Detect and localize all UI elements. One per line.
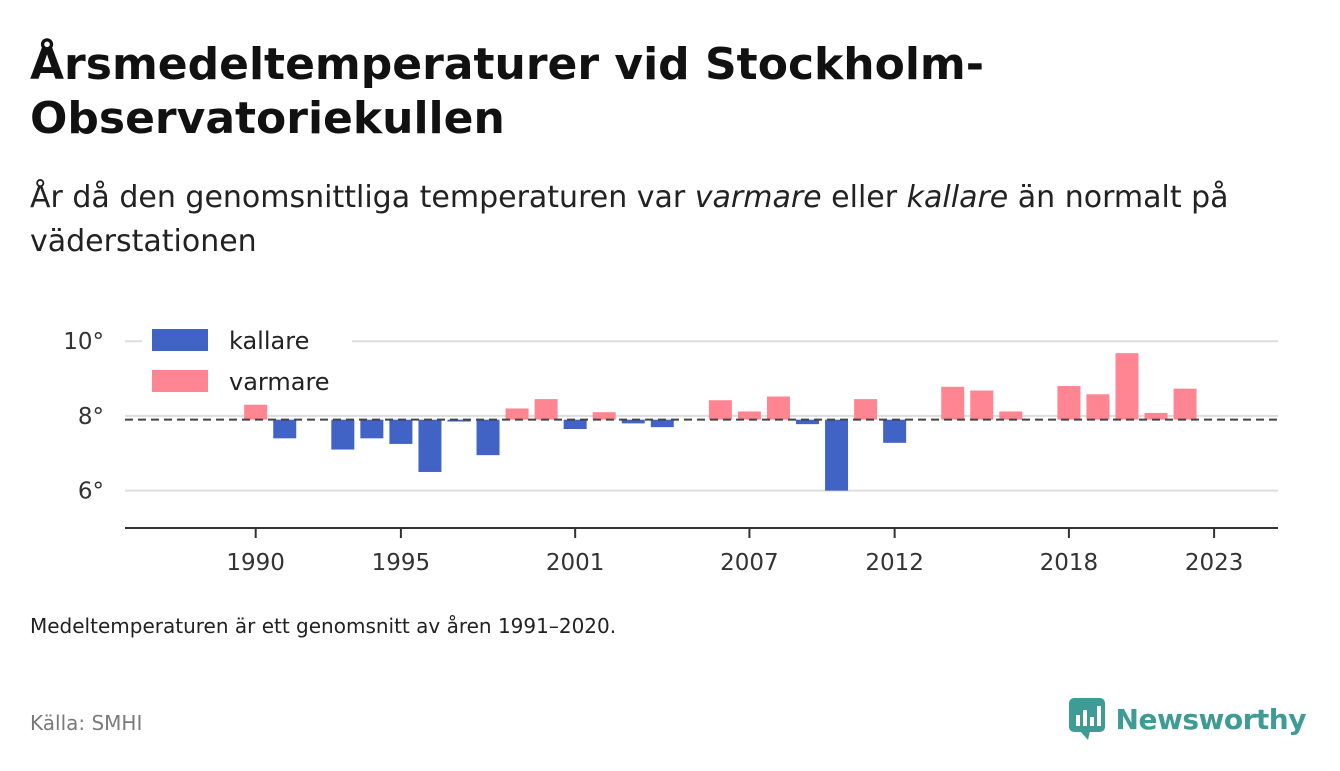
bar-varmare — [999, 411, 1023, 420]
x-tick-label: 2001 — [546, 550, 605, 576]
chart-title: Årsmedeltemperaturer vid Stockholm-Obser… — [30, 39, 985, 144]
brand-logo: Newsworthy — [1068, 697, 1307, 741]
bar-kallare — [796, 419, 820, 425]
bar-varmare — [1115, 353, 1139, 420]
bar-kallare — [331, 419, 355, 450]
subtitle-em-warmer: varmare — [694, 180, 822, 215]
legend-swatch-varmare — [152, 370, 208, 392]
bar-varmare — [592, 412, 616, 420]
source-label: Källa: SMHI — [30, 711, 143, 735]
chart-subtitle: År då den genomsnittliga temperaturen va… — [30, 176, 1300, 264]
bar-varmare — [737, 411, 761, 420]
bar-kallare — [273, 419, 297, 439]
bar-kallare — [360, 419, 384, 439]
bar-kallare — [447, 419, 471, 422]
legend-label-kallare: kallare — [229, 327, 309, 355]
x-tick-label: 2023 — [1185, 550, 1244, 576]
bar-varmare — [854, 399, 878, 420]
subtitle-em-colder: kallare — [906, 180, 1009, 215]
bar-varmare — [766, 396, 790, 420]
bar-varmare — [970, 390, 994, 420]
bar-varmare — [1057, 386, 1081, 420]
legend-label-varmare: varmare — [229, 368, 330, 396]
bar-varmare — [941, 386, 965, 420]
legend-swatch-kallare — [152, 329, 208, 351]
bar-kallare — [418, 419, 442, 472]
x-tick-label: 2012 — [865, 550, 924, 576]
bar-kallare — [621, 419, 645, 424]
y-tick-label: 6° — [78, 479, 104, 505]
x-tick-label: 2018 — [1040, 550, 1099, 576]
y-tick-label: 8° — [78, 404, 104, 430]
brand-name: Newsworthy — [1115, 702, 1307, 736]
subtitle-part-1: År då den genomsnittliga temperaturen va… — [30, 180, 695, 215]
bar-kallare — [389, 419, 413, 444]
bar-kallare — [883, 419, 907, 443]
subtitle-part-3: än normalt på väderstationen — [30, 180, 1229, 259]
bar-varmare — [244, 404, 268, 420]
y-tick-label: 10° — [63, 329, 104, 355]
x-tick-label: 1995 — [372, 550, 431, 576]
bar-kallare — [650, 419, 674, 428]
footnote: Medeltemperaturen är ett genomsnitt av å… — [30, 614, 617, 638]
newsworthy-logo-icon — [1068, 698, 1105, 740]
bar-kallare — [825, 419, 849, 491]
x-tick-label: 1990 — [226, 550, 285, 576]
bar-varmare — [1173, 388, 1197, 420]
bar-kallare — [476, 419, 500, 456]
bar-varmare — [534, 399, 558, 420]
subtitle-part-2: eller — [821, 180, 907, 215]
bar-varmare — [1144, 412, 1168, 420]
bar-varmare — [505, 408, 529, 420]
bar-varmare — [1086, 394, 1110, 420]
bar-kallare — [563, 419, 587, 429]
x-tick-label: 2007 — [720, 550, 779, 576]
bar-varmare — [708, 400, 732, 420]
